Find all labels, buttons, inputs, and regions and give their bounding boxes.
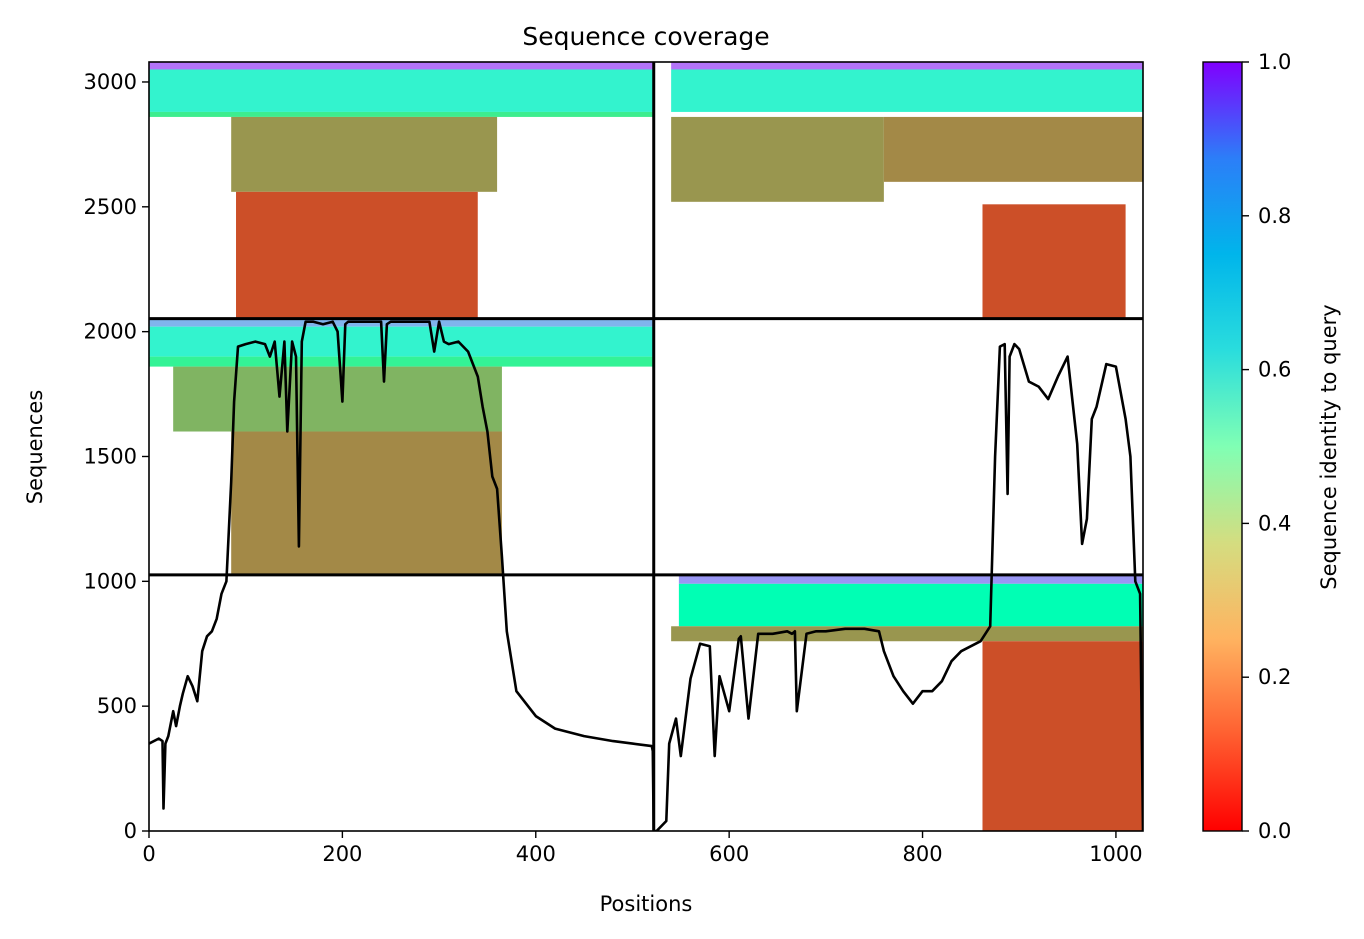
heatmap-layer	[149, 62, 1143, 831]
x-tick-label: 800	[902, 842, 942, 866]
colorbar-tick-label: 0.4	[1258, 511, 1291, 535]
coverage-line-layer	[149, 320, 1143, 831]
heatmap-band-2-3	[173, 366, 502, 432]
heatmap-band-0-3	[231, 116, 498, 192]
heatmap-band-0-4	[236, 191, 478, 319]
plot-frame	[148, 61, 1144, 832]
heatmap-band-2-1	[149, 326, 654, 357]
y-tick-label: 0	[124, 819, 137, 843]
x-tick-label: 600	[709, 842, 749, 866]
heatmap-band-1-3	[883, 116, 1143, 182]
coverage-line	[149, 320, 1143, 831]
heatmap-band-3-1	[678, 583, 1143, 627]
y-axis-ticks: 0 500 1000 1500 2000 2500 3000	[84, 70, 149, 843]
heatmap-band-3-3	[982, 641, 1143, 831]
y-tick-label: 3000	[84, 70, 137, 94]
x-tick-label: 400	[516, 842, 556, 866]
y-axis-label: Sequences	[23, 390, 47, 505]
y-tick-label: 2000	[84, 320, 137, 344]
heatmap-band-3-0	[678, 574, 1143, 584]
colorbar-tick-label: 1.0	[1258, 50, 1291, 74]
colorbar-tick-label: 0.8	[1258, 204, 1291, 228]
heatmap-band-0-2	[149, 111, 654, 117]
y-tick-label: 500	[97, 694, 137, 718]
x-tick-label: 0	[142, 842, 155, 866]
heatmap-band-1-0	[671, 62, 1143, 70]
heatmap-band-2-4	[231, 431, 502, 575]
heatmap-band-3-2	[671, 626, 1143, 642]
y-tick-label: 1000	[84, 569, 137, 593]
x-tick-label: 200	[322, 842, 362, 866]
colorbar-ticks: 0.0 0.2 0.4 0.6 0.8 1.0	[1242, 50, 1291, 843]
x-axis-label: Positions	[600, 892, 693, 916]
colorbar-tick-label: 0.2	[1258, 665, 1291, 689]
colorbar-tick-label: 0.0	[1258, 819, 1291, 843]
colorbar-tick-label: 0.6	[1258, 358, 1291, 382]
x-axis-ticks: 0 200 400 600 800 1000	[142, 831, 1143, 866]
heatmap-band-2-2	[149, 356, 654, 367]
heatmap-band-1-2	[671, 116, 884, 202]
x-tick-label: 1000	[1089, 842, 1142, 866]
colorbar-label: Sequence identity to query	[1317, 304, 1341, 589]
heatmap-band-1-1	[671, 69, 1143, 112]
y-tick-label: 1500	[84, 444, 137, 468]
heatmap-band-0-1	[149, 69, 654, 112]
domain-dividers	[149, 62, 1143, 831]
chart-title: Sequence coverage	[522, 22, 769, 51]
heatmap-band-0-0	[149, 62, 654, 70]
y-tick-label: 2500	[84, 195, 137, 219]
colorbar	[1202, 61, 1243, 832]
heatmap-band-1-4	[982, 204, 1126, 319]
